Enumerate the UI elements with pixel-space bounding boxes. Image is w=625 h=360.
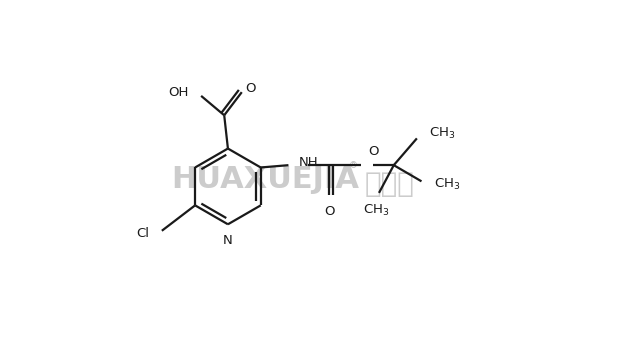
- Text: Cl: Cl: [136, 226, 149, 240]
- Text: HUAXUEJIA: HUAXUEJIA: [171, 165, 359, 194]
- Text: CH$_3$: CH$_3$: [364, 203, 390, 218]
- Text: O: O: [245, 82, 256, 95]
- Text: NH: NH: [299, 156, 318, 169]
- Text: CH$_3$: CH$_3$: [429, 126, 456, 141]
- Text: CH$_3$: CH$_3$: [434, 176, 460, 192]
- Text: N: N: [223, 234, 232, 247]
- Text: ®: ®: [349, 161, 358, 170]
- Text: O: O: [324, 205, 334, 219]
- Text: 化学加: 化学加: [364, 170, 414, 198]
- Text: OH: OH: [168, 86, 188, 99]
- Text: O: O: [368, 145, 378, 158]
